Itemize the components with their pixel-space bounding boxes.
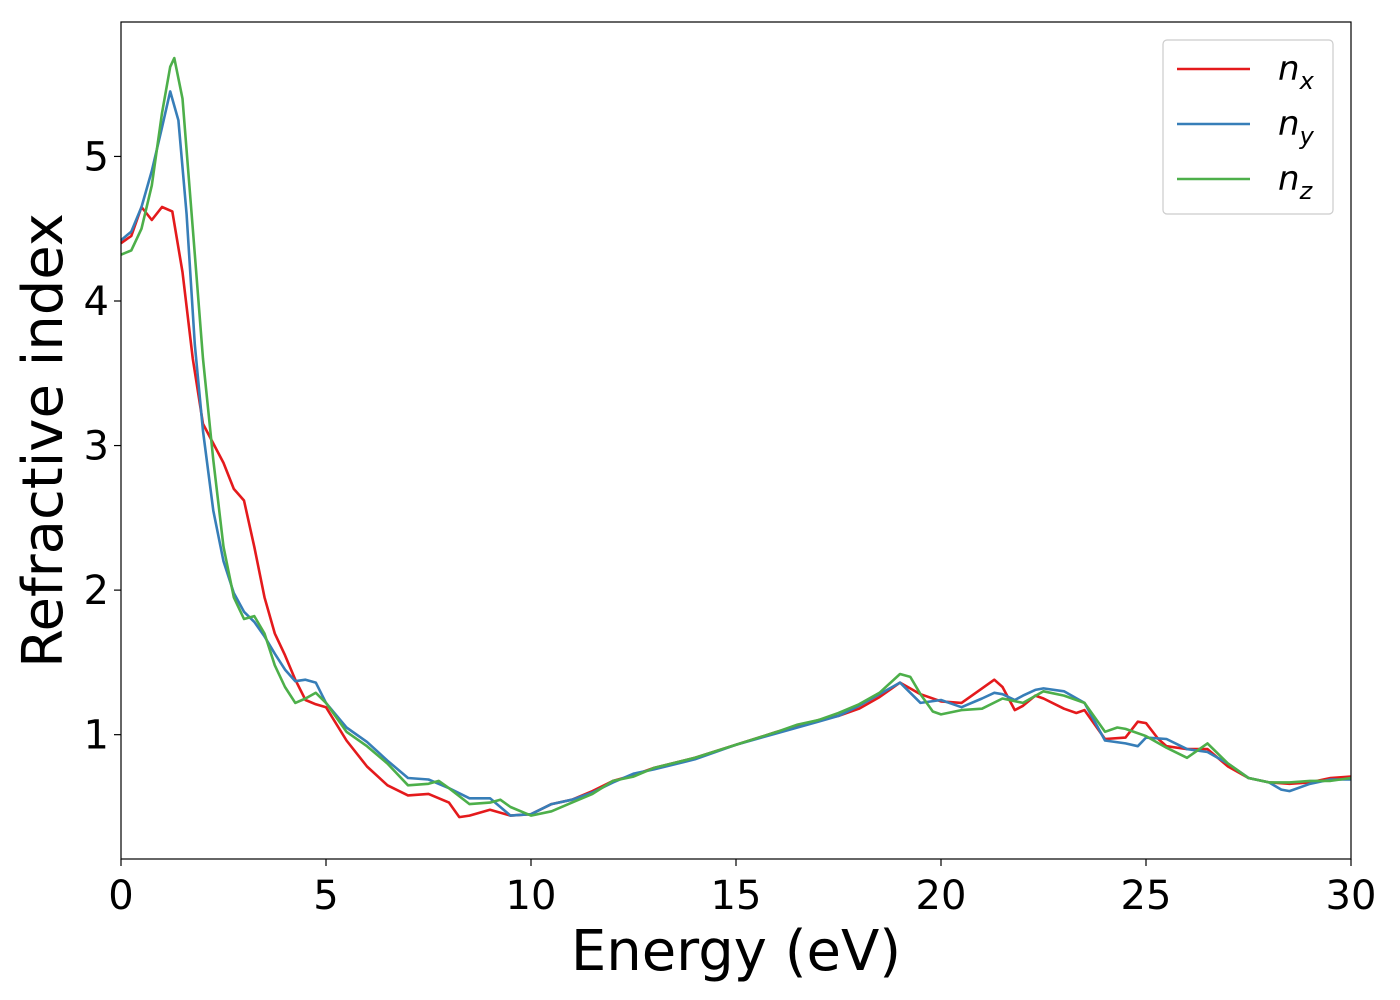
legend-label-y: ny [1278, 104, 1315, 150]
x-axis-label: Energy (eV) [571, 919, 901, 984]
x-tick-label: 30 [1326, 873, 1377, 919]
legend-label-x: nx [1278, 49, 1315, 95]
legend-label-z: nz [1278, 159, 1314, 205]
x-tick-label: 10 [506, 873, 557, 919]
x-tick-label: 5 [313, 873, 338, 919]
plot-lines [120, 56, 1352, 819]
y-tick-label: 2 [84, 568, 109, 614]
legend-box [1162, 39, 1334, 215]
x-tick-label: 25 [1121, 873, 1172, 919]
x-tick-label: 20 [916, 873, 967, 919]
legend: nx ny nz [1162, 39, 1334, 215]
y-tick-label: 5 [84, 134, 109, 180]
y-tick-label: 4 [84, 279, 109, 325]
y-tick-label: 3 [84, 424, 109, 470]
x-axis-ticks: 0 5 10 15 20 25 30 [108, 859, 1376, 919]
y-tick-label: 1 [84, 713, 109, 759]
x-tick-label: 0 [108, 873, 133, 919]
y-axis-label: Refractive index [11, 213, 76, 668]
y-axis-ticks: 1 2 3 4 5 [84, 134, 121, 759]
x-tick-label: 15 [711, 873, 762, 919]
series-line-x [120, 205, 1352, 819]
series-line-z [120, 56, 1352, 817]
